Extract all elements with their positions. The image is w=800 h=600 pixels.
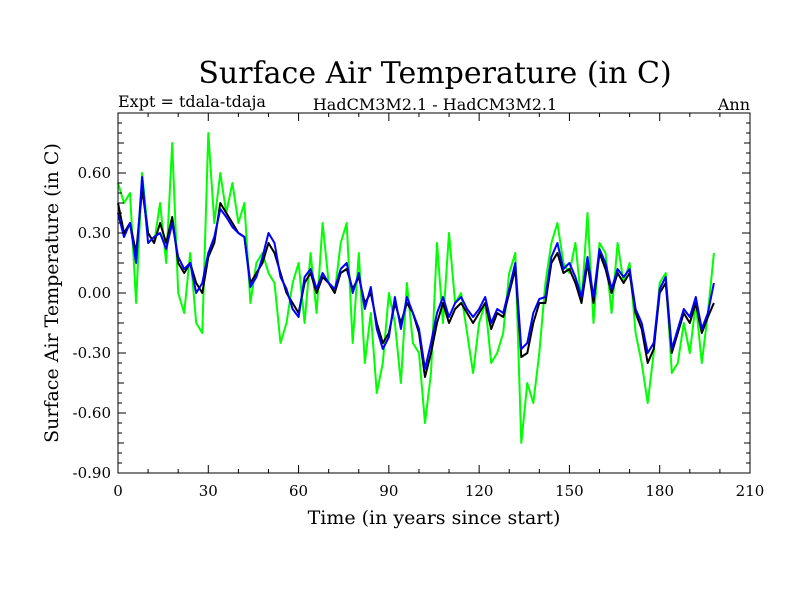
y-axis-ticks: -0.90 -0.60 -0.30 0.00 0.30 0.60 <box>73 122 750 482</box>
x-tick-label: 180 <box>645 482 674 500</box>
x-tick-label: 0 <box>113 482 123 500</box>
x-axis-ticks: 0 30 60 90 120 150 180 210 <box>113 113 764 500</box>
x-tick-label: 30 <box>199 482 218 500</box>
x-tick-label: 210 <box>736 482 765 500</box>
x-tick-label: 120 <box>465 482 494 500</box>
y-tick-label: -0.90 <box>73 464 111 482</box>
y-axis-label: Surface Air Temperature (in C) <box>41 143 63 443</box>
x-axis-label: Time (in years since start) <box>308 507 561 529</box>
model-label: HadCM3M2.1 - HadCM3M2.1 <box>313 95 557 114</box>
y-tick-label: 0.30 <box>78 224 111 242</box>
chart-title: Surface Air Temperature (in C) <box>198 56 671 91</box>
series-line-blue <box>117 176 715 370</box>
x-tick-label: 90 <box>379 482 398 500</box>
experiment-label: Expt = tdala-tdaja <box>118 92 266 111</box>
series-layer <box>117 132 715 444</box>
y-tick-label: 0.00 <box>78 284 111 302</box>
series-line-green <box>117 132 715 444</box>
x-tick-label: 60 <box>289 482 308 500</box>
y-tick-label: 0.60 <box>78 164 111 182</box>
x-tick-label: 150 <box>555 482 584 500</box>
y-tick-label: -0.30 <box>73 344 111 362</box>
season-label: Ann <box>717 95 750 114</box>
y-tick-label: -0.60 <box>73 404 111 422</box>
